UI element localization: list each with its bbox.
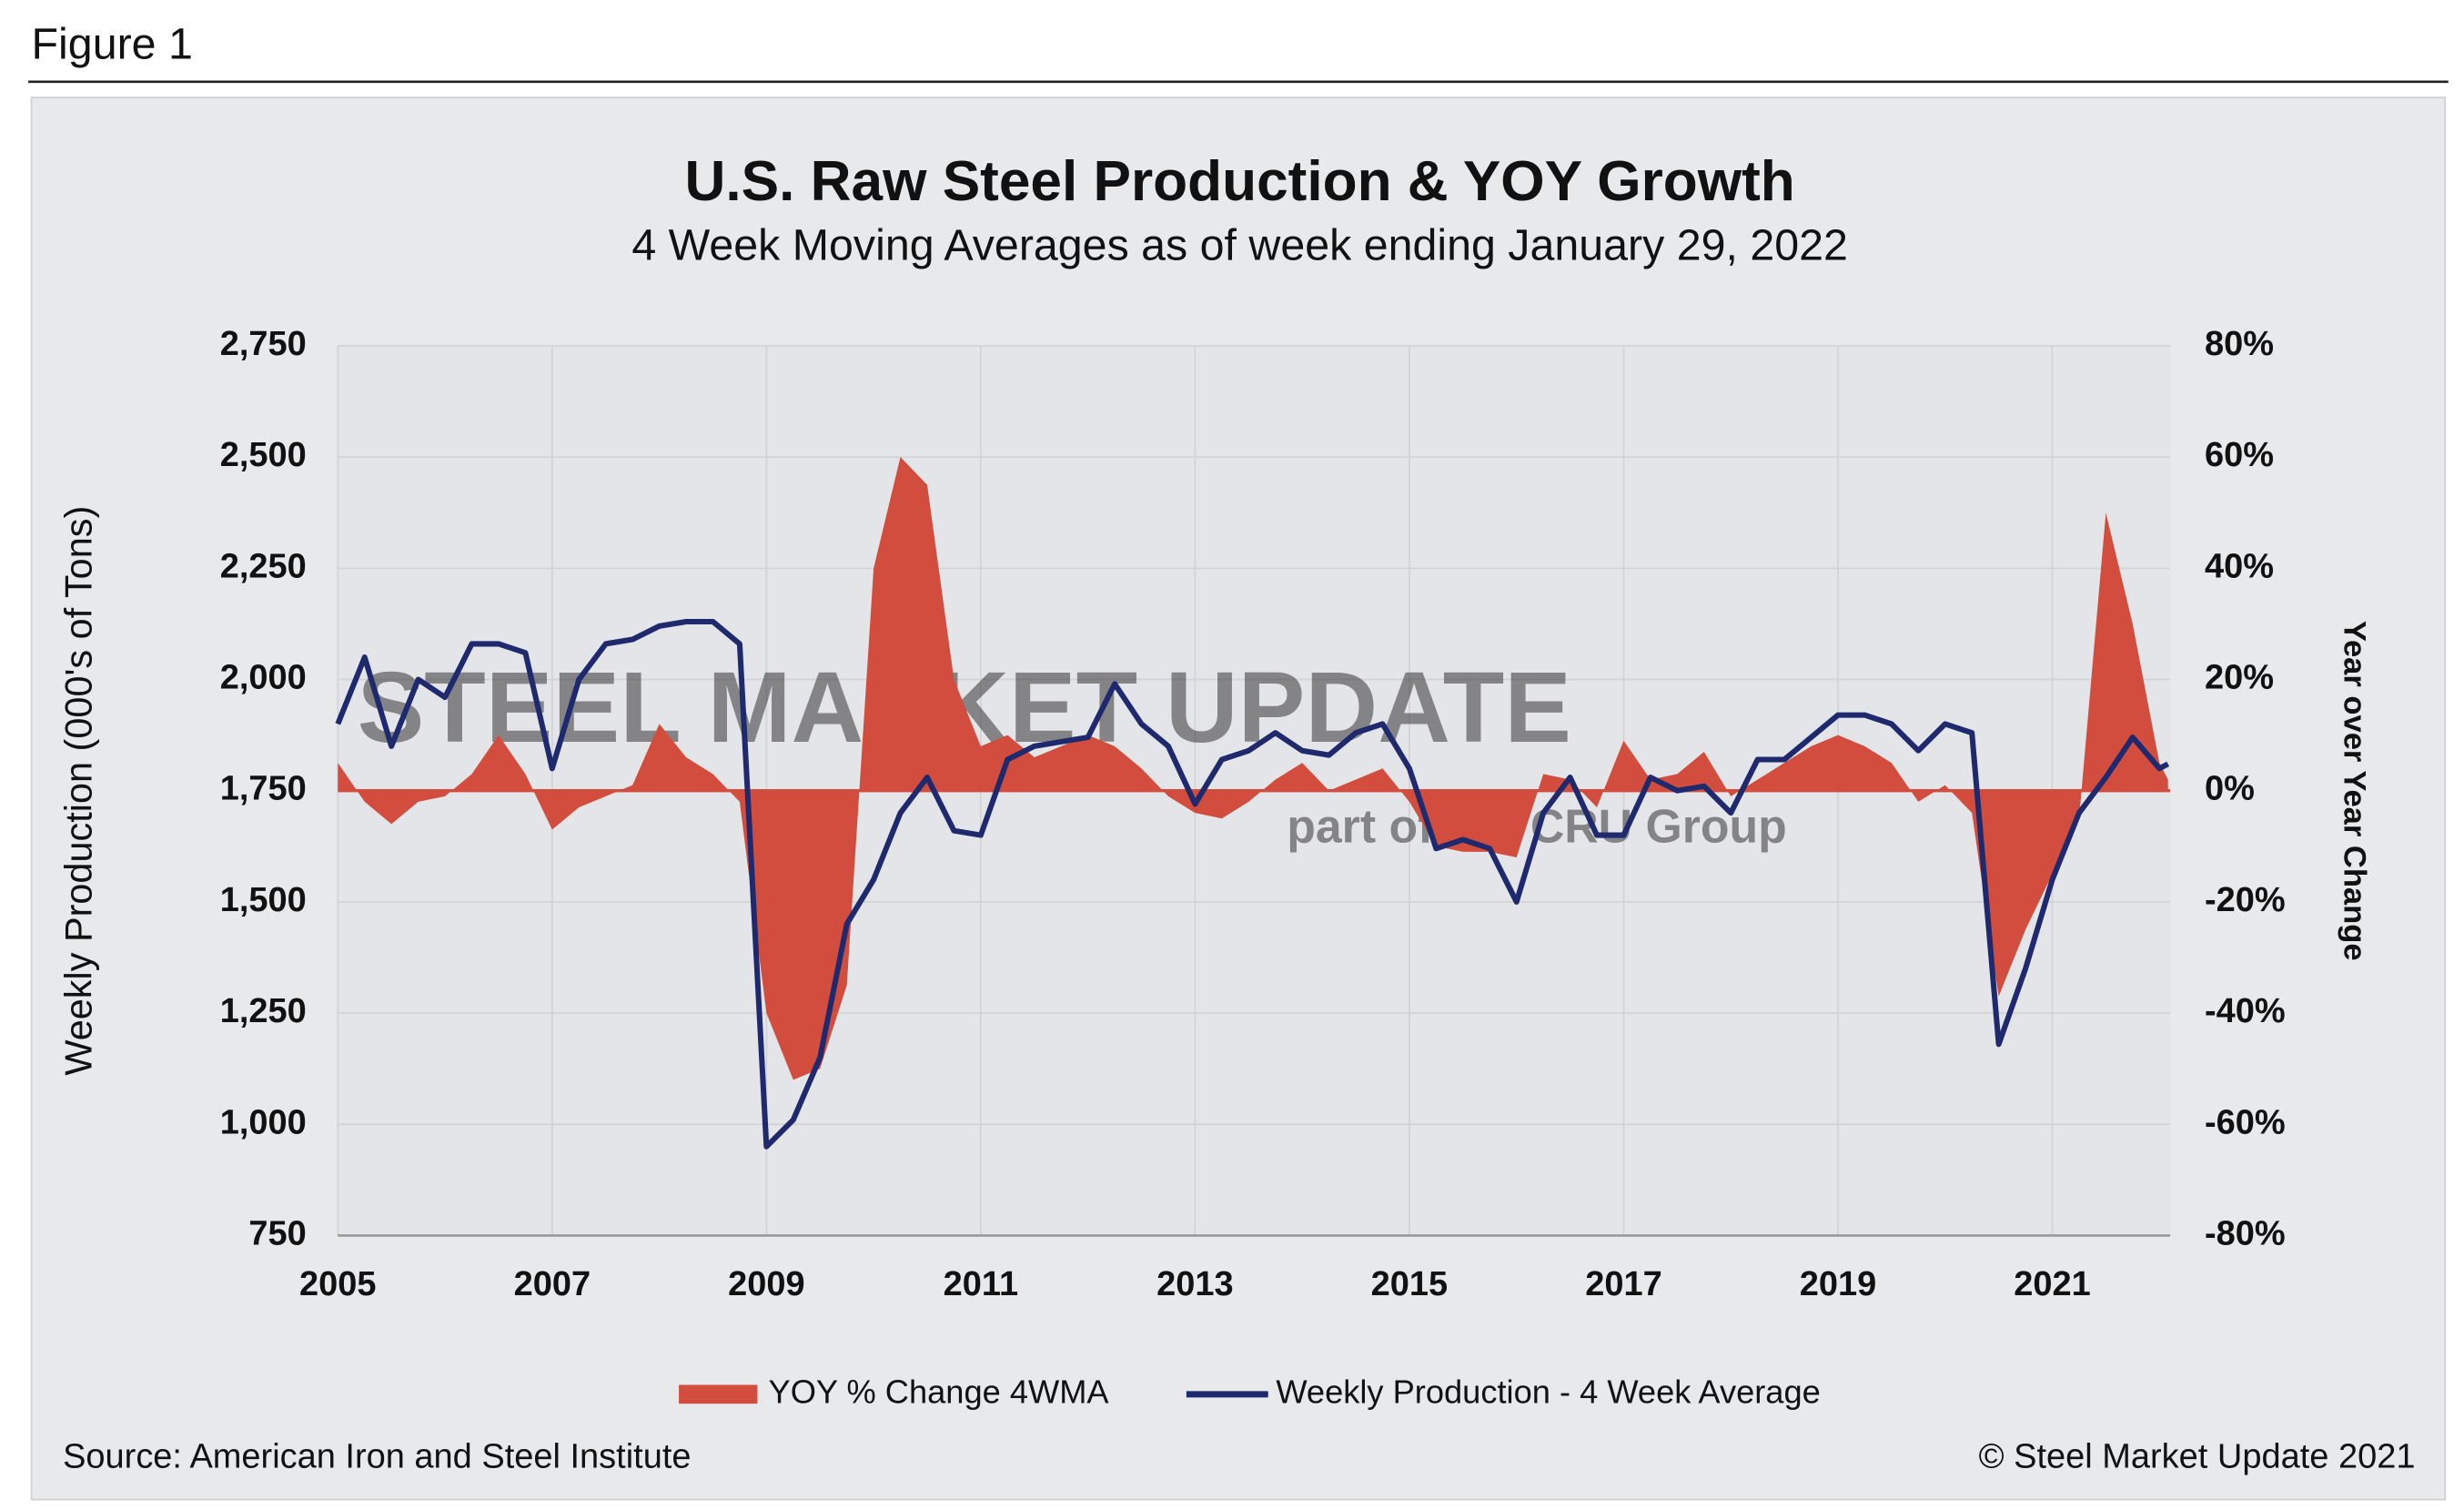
legend-swatch [679,1384,758,1404]
y2-tick-label: 0% [2205,770,2255,808]
y-tick-label: 2,500 [220,436,307,474]
y2-tick-label: 60% [2205,436,2274,474]
y2-tick-label: -80% [2205,1214,2286,1252]
y2-tick-label: 40% [2205,547,2274,585]
y-tick-label: 2,250 [220,547,307,585]
legend-label: Weekly Production - 4 Week Average [1276,1373,1820,1410]
copyright: © Steel Market Update 2021 [1979,1438,2416,1476]
x-tick-label: 2011 [944,1265,1018,1303]
y-tick-label: 750 [248,1214,306,1252]
y-tick-label: 2,000 [220,659,307,697]
x-tick-label: 2007 [514,1265,591,1303]
y2-axis-title: Year over Year Change [2337,621,2371,961]
x-tick-label: 2009 [728,1265,805,1303]
figure-label: Figure 1 [32,20,193,69]
y2-tick-label: 80% [2205,325,2274,363]
x-tick-label: 2013 [1156,1265,1234,1303]
y-tick-label: 1,750 [220,770,307,808]
y2-tick-label: -40% [2205,992,2286,1030]
production-line [335,618,2170,1150]
source: Source: American Iron and Steel Institut… [63,1438,691,1476]
x-tick-label: 2017 [1585,1265,1662,1303]
legend-label: YOY % Change 4WMA [769,1373,1110,1410]
chart-subtitle: 4 Week Moving Averages as of week ending… [631,221,1848,270]
y-axis-title: Weekly Production (000's of Tons) [57,506,100,1076]
x-tick-label: 2015 [1371,1265,1449,1303]
y-tick-label: 1,250 [220,992,307,1030]
y2-tick-label: -20% [2205,881,2286,919]
y2-tick-label: -60% [2205,1103,2286,1141]
x-tick-label: 2005 [299,1265,377,1303]
y-tick-label: 1,000 [220,1103,307,1141]
x-tick-label: 2019 [1800,1265,1877,1303]
yoy-area [338,457,2168,1080]
y-tick-label: 1,500 [220,881,307,919]
y2-tick-label: 20% [2205,659,2274,697]
y-tick-label: 2,750 [220,325,307,363]
chart-title: U.S. Raw Steel Production & YOY Growth [684,150,1794,213]
x-tick-label: 2021 [2014,1265,2091,1303]
